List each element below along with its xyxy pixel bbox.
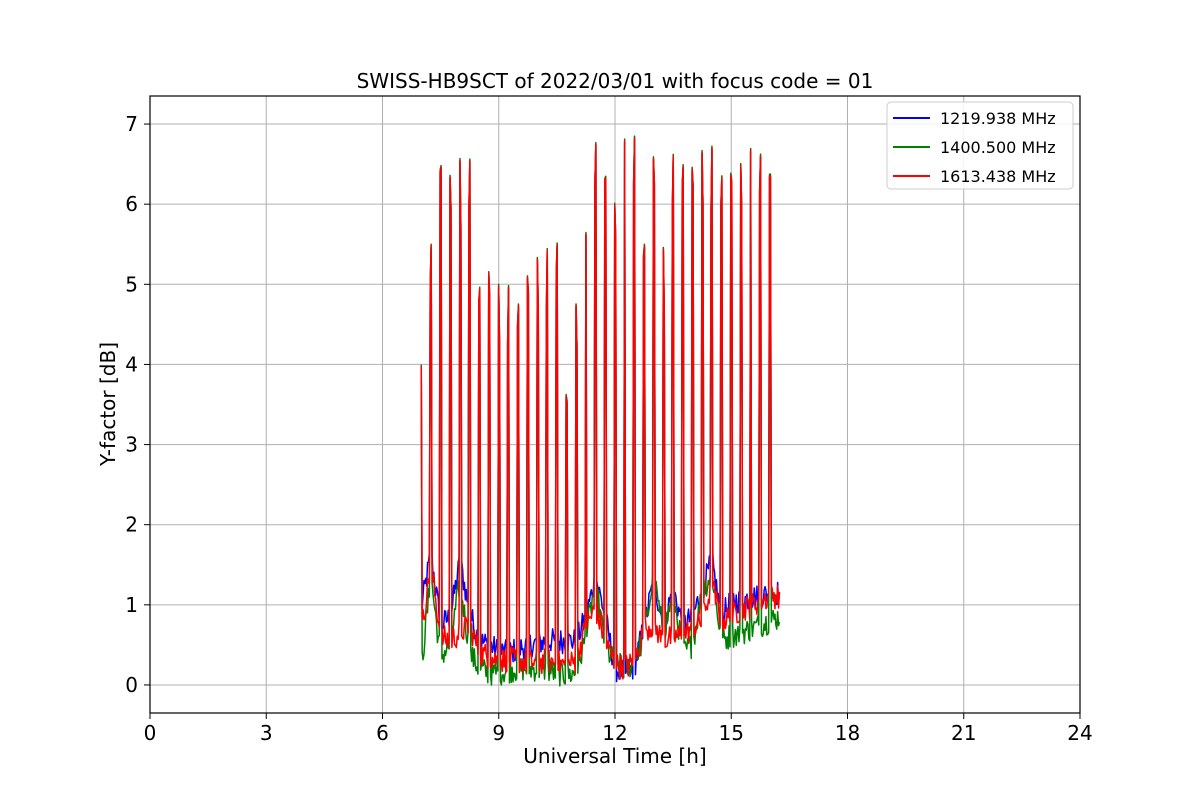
data-area	[420, 135, 781, 687]
legend-label-3: 1613.438 MHz	[940, 167, 1056, 186]
series-line-3	[420, 136, 781, 680]
y-tick-label: 1	[125, 593, 138, 617]
x-tick-label: 9	[492, 721, 505, 745]
x-tick-label: 6	[376, 721, 389, 745]
x-tick-label: 24	[1067, 721, 1092, 745]
x-tick-label: 12	[602, 721, 627, 745]
y-axis-ticks: 0 1 2 3 4 5 6 7	[125, 112, 150, 697]
legend-label-1: 1219.938 MHz	[940, 109, 1056, 128]
y-tick-label: 7	[125, 112, 138, 136]
x-tick-label: 21	[951, 721, 976, 745]
x-axis-ticks: 0 3 6 9 12 15 18 21 24	[144, 713, 1093, 745]
legend: 1219.938 MHz 1400.500 MHz 1613.438 MHz	[886, 101, 1074, 190]
y-tick-label: 0	[125, 673, 138, 697]
series-line-2	[420, 135, 781, 687]
x-tick-label: 15	[719, 721, 744, 745]
y-axis-label: Y-factor [dB]	[96, 342, 120, 467]
y-tick-label: 6	[125, 192, 138, 216]
chart-title: SWISS-HB9SCT of 2022/03/01 with focus co…	[357, 69, 874, 93]
y-tick-label: 5	[125, 272, 138, 296]
x-tick-label: 0	[144, 721, 157, 745]
y-tick-label: 3	[125, 433, 138, 457]
legend-box	[886, 101, 1074, 190]
x-axis-label: Universal Time [h]	[523, 744, 706, 768]
legend-label-2: 1400.500 MHz	[940, 138, 1056, 157]
y-tick-label: 2	[125, 513, 138, 537]
series-line-1	[420, 138, 781, 683]
x-tick-label: 3	[260, 721, 273, 745]
x-tick-label: 18	[835, 721, 860, 745]
y-tick-label: 4	[125, 352, 138, 376]
